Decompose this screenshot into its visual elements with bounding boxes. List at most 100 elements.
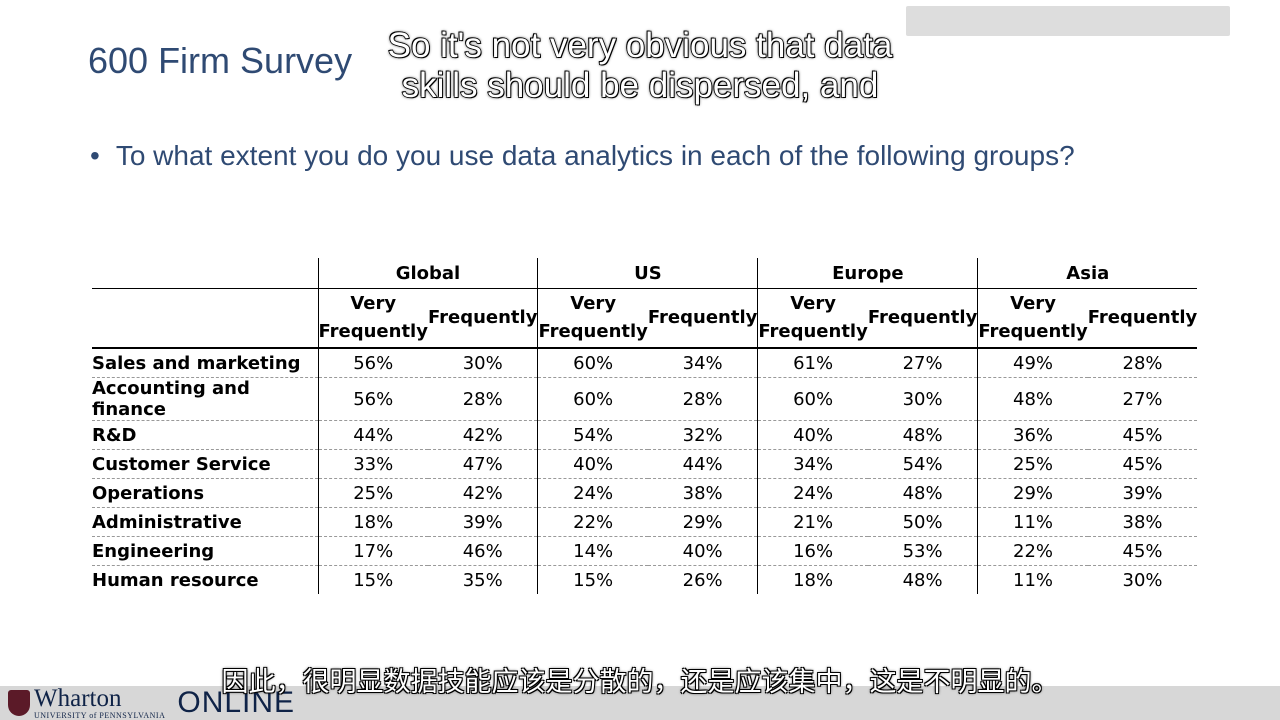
table-cell: 42% <box>427 478 538 508</box>
table-cell: 39% <box>427 507 538 537</box>
table-row: Engineering 17% 46% 14% 40% 16% 53% 22% … <box>92 536 1198 566</box>
table-cell: 25% <box>317 478 428 508</box>
logo-online: ONLINE <box>177 686 296 719</box>
table-cell: 40% <box>537 449 648 479</box>
bullet-question: • To what extent you do you use data anal… <box>90 140 1075 172</box>
row-label: Human resource <box>92 569 259 591</box>
table-cell: 33% <box>317 449 428 479</box>
region-header-us: US <box>537 258 758 289</box>
row-label: Engineering <box>92 536 318 566</box>
region-header-europe: Europe <box>757 258 978 289</box>
table-cell: 47% <box>427 449 538 479</box>
logo-name: Wharton <box>34 684 122 712</box>
table-cell: 30% <box>867 377 978 421</box>
table-cell: 40% <box>647 536 758 566</box>
table-cell: 30% <box>1122 569 1163 591</box>
table-cell: 27% <box>867 348 978 378</box>
table-cell: 30% <box>427 348 538 378</box>
table-cell: 50% <box>867 507 978 537</box>
table-row: Sales and marketing 56% 30% 60% 34% 61% … <box>92 348 1198 378</box>
table-cell: 25% <box>977 449 1088 479</box>
table-cell: 29% <box>647 507 758 537</box>
table-cell: 45% <box>1087 536 1198 566</box>
table-cell: 36% <box>977 420 1088 450</box>
table-cell: 60% <box>537 348 648 378</box>
table-cell: 35% <box>462 569 503 591</box>
chinese-caption: 因此，很明显数据技能应该是分散的，还是应该集中，这是不明显的。 <box>221 667 1059 698</box>
table-cell: 61% <box>757 348 868 378</box>
logo-wordmark: Wharton UNIVERSITY of PENNSYLVANIA <box>34 684 166 720</box>
table-row: Human resource 15% 35% 15% 26% 18% 48% 1… <box>92 565 1197 594</box>
table-cell: 60% <box>537 377 648 421</box>
subheader-frequently: Frequently <box>647 288 758 349</box>
wharton-online-logo: Wharton UNIVERSITY of PENNSYLVANIA ONLIN… <box>8 686 295 720</box>
table-cell: 15% <box>317 565 428 594</box>
table-cell: 11% <box>977 507 1088 537</box>
subheader-very-frequently: Very Frequently <box>317 288 428 349</box>
table-cell: 11% <box>977 565 1088 594</box>
row-label: Accounting and finance <box>92 377 318 421</box>
footer-bar <box>0 686 1280 720</box>
subheader-very-frequently: Very Frequently <box>537 288 648 349</box>
survey-table: Global US Europe Asia Very Frequently Fre… <box>92 258 1198 594</box>
table-row: R&D 44% 42% 54% 32% 40% 48% 36% 45% <box>92 420 1198 450</box>
table-cell: 45% <box>1087 449 1198 479</box>
row-label: Administrative <box>92 507 318 537</box>
table-cell: 54% <box>537 420 648 450</box>
table-cell: 42% <box>427 420 538 450</box>
row-label: Sales and marketing <box>92 348 318 378</box>
table-cell: 56% <box>317 348 428 378</box>
table-cell: 53% <box>867 536 978 566</box>
bullet-dot: • <box>90 140 100 171</box>
table-row: Customer Service 33% 47% 40% 44% 34% 54%… <box>92 449 1198 479</box>
table-cell: 44% <box>647 449 758 479</box>
slide-title: 600 Firm Survey <box>88 40 353 81</box>
table-cell: 27% <box>1087 377 1198 421</box>
table-cell: 34% <box>647 348 758 378</box>
table-cell: 32% <box>647 420 758 450</box>
table-cell: 60% <box>757 377 868 421</box>
wharton-shield-icon <box>8 690 30 716</box>
bullet-text: To what extent you do you use data analy… <box>115 140 1075 171</box>
table-cell: 34% <box>757 449 868 479</box>
table-cell: 54% <box>867 449 978 479</box>
table-cell: 38% <box>1087 507 1198 537</box>
subheader-very-frequently: Very Frequently <box>757 288 868 349</box>
table-cell: 14% <box>537 536 648 566</box>
table-cell: 21% <box>757 507 868 537</box>
table-cell: 40% <box>757 420 868 450</box>
table-cell: 48% <box>867 420 978 450</box>
table-cell: 48% <box>977 377 1088 421</box>
table-cell: 39% <box>1087 478 1198 508</box>
table-cell: 48% <box>867 478 978 508</box>
subheader-row: Very Frequently Frequently Very Frequently… <box>92 288 1198 349</box>
region-header-global: Global <box>317 258 538 289</box>
table-row: Administrative 18% 39% 22% 29% 21% 50% 1… <box>92 507 1198 537</box>
logo-subtitle: UNIVERSITY of PENNSYLVANIA <box>34 710 166 720</box>
table-cell: 49% <box>977 348 1088 378</box>
subheader-frequently: Frequently <box>427 288 538 349</box>
table-cell: 22% <box>977 536 1088 566</box>
table-cell: 24% <box>757 478 868 508</box>
table-cell: 38% <box>647 478 758 508</box>
table-cell: 46% <box>427 536 538 566</box>
table-cell: 26% <box>682 569 723 591</box>
table-cell: 18% <box>317 507 428 537</box>
table-cell: 29% <box>977 478 1088 508</box>
region-header-row: Global US Europe Asia <box>92 258 1198 289</box>
subheader-frequently: Frequently <box>867 288 978 349</box>
table-cell: 48% <box>902 569 943 591</box>
header-corner <box>92 258 318 289</box>
table-row: Accounting and finance 56% 28% 60% 28% 6… <box>92 377 1198 421</box>
english-caption: So it's not very obvious that data skill… <box>387 25 893 106</box>
table-row: Operations 25% 42% 24% 38% 24% 48% 29% 3… <box>92 478 1198 508</box>
table-cell: 22% <box>537 507 648 537</box>
table-cell: 16% <box>757 536 868 566</box>
table-cell: 44% <box>317 420 428 450</box>
table-cell: 28% <box>427 377 538 421</box>
table-cell: 45% <box>1087 420 1198 450</box>
row-label: Operations <box>92 478 318 508</box>
subheader-corner <box>92 288 318 349</box>
table-cell: 15% <box>537 565 648 594</box>
subheader-very-frequently: Very Frequently <box>977 288 1088 349</box>
